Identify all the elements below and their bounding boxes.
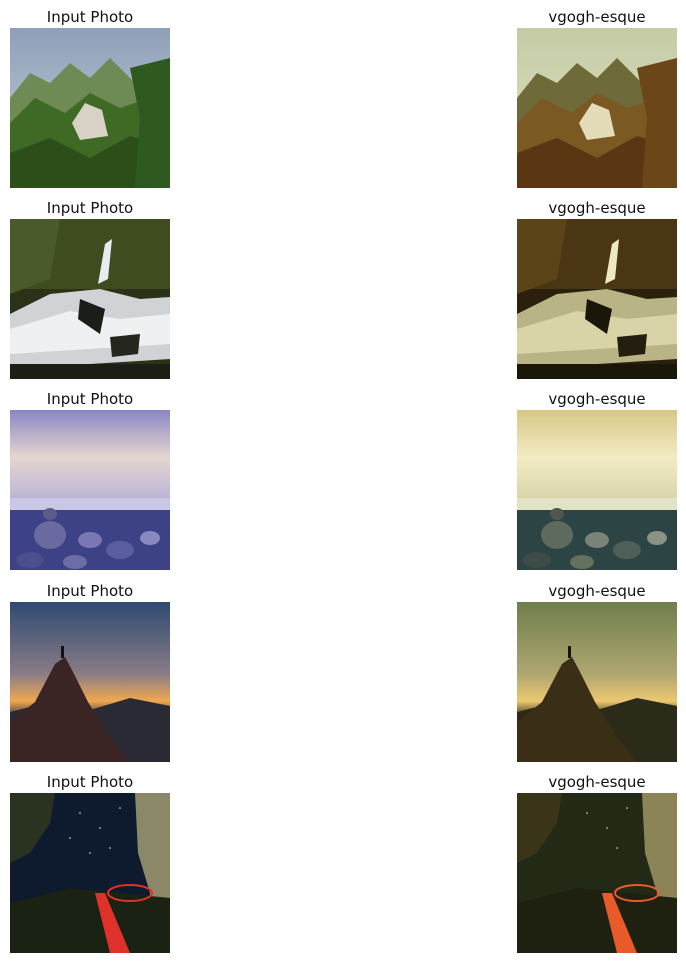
- vgogh-title: vgogh-esque: [548, 773, 646, 791]
- input-photo-panel-5: Input Photo: [10, 771, 170, 953]
- vgogh-panel-3: vgogh-esque: [517, 388, 677, 570]
- vgogh-title: vgogh-esque: [548, 390, 646, 408]
- input-photo-beach-image: [10, 410, 170, 570]
- vgogh-sunset-peak-image: [517, 602, 677, 762]
- vgogh-title: vgogh-esque: [548, 8, 646, 26]
- input-photo-panel-2: Input Photo: [10, 197, 170, 379]
- vgogh-mountain-image: [517, 28, 677, 188]
- input-photo-title: Input Photo: [46, 582, 134, 600]
- vgogh-panel-1: vgogh-esque: [517, 6, 677, 188]
- input-photo-title: Input Photo: [46, 199, 134, 217]
- vgogh-beach-image: [517, 410, 677, 570]
- input-photo-title: Input Photo: [46, 773, 134, 791]
- vgogh-waterfall-image: [517, 219, 677, 379]
- input-photo-title: Input Photo: [46, 390, 134, 408]
- vgogh-title: vgogh-esque: [548, 199, 646, 217]
- vgogh-panel-2: vgogh-esque: [517, 197, 677, 379]
- vgogh-title: vgogh-esque: [548, 582, 646, 600]
- input-photo-mountain-image: [10, 28, 170, 188]
- input-photo-sunset-peak-image: [10, 602, 170, 762]
- input-photo-panel-4: Input Photo: [10, 580, 170, 762]
- vgogh-night-image: [517, 793, 677, 953]
- input-photo-title: Input Photo: [46, 8, 134, 26]
- input-photo-panel-3: Input Photo: [10, 388, 170, 570]
- vgogh-panel-4: vgogh-esque: [517, 580, 677, 762]
- input-photo-panel-1: Input Photo: [10, 6, 170, 188]
- input-photo-waterfall-image: [10, 219, 170, 379]
- input-photo-night-image: [10, 793, 170, 953]
- vgogh-panel-5: vgogh-esque: [517, 771, 677, 953]
